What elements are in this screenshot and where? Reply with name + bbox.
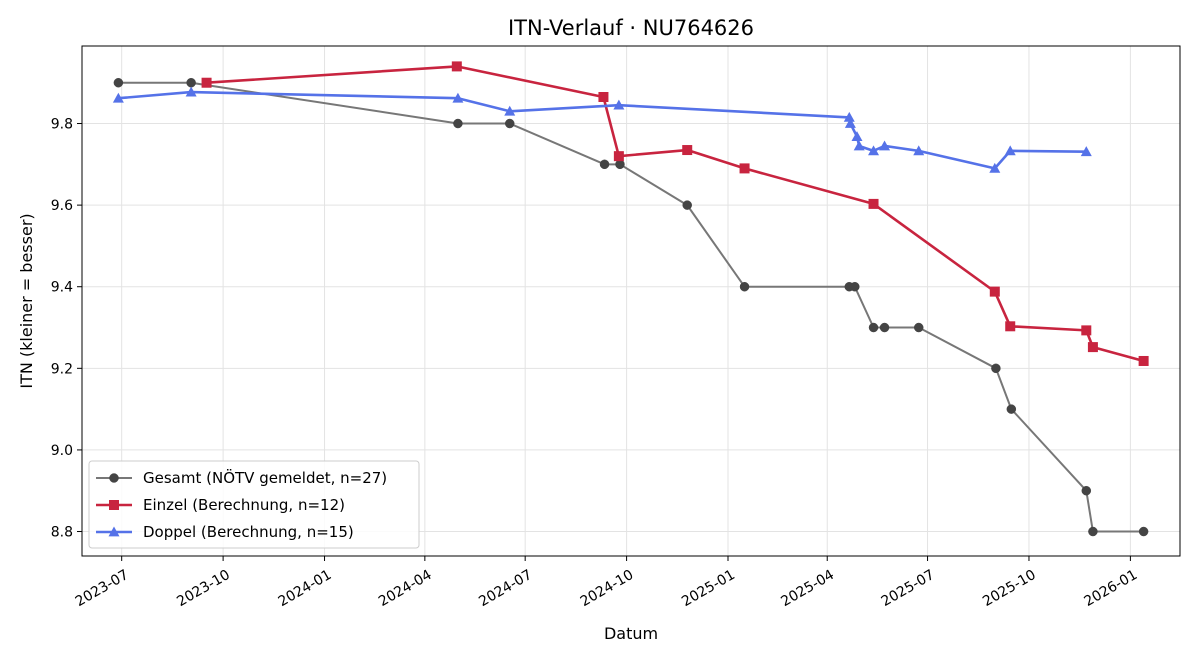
data-point (739, 281, 750, 292)
data-point (844, 118, 856, 128)
y-tick-label: 9.6 (51, 198, 73, 214)
data-point (850, 281, 860, 292)
data-point (851, 131, 863, 141)
data-point (1005, 321, 1016, 332)
data-point (991, 363, 1001, 374)
series-circle (113, 77, 1149, 537)
x-tick-label: 2024-01 (276, 567, 335, 610)
y-tick-label: 9.8 (51, 117, 73, 133)
legend-marker (108, 526, 120, 537)
x-tick-label: 2025-07 (879, 567, 938, 610)
data-point (185, 86, 197, 97)
data-point (1138, 526, 1149, 537)
data-point (879, 140, 891, 151)
data-point (868, 145, 880, 156)
data-point (504, 118, 515, 129)
data-point (615, 159, 625, 170)
series-triangle (112, 86, 1092, 173)
data-point (913, 322, 924, 333)
data-point (989, 162, 1001, 173)
legend-label: Einzel (Berechnung, n=12) (143, 496, 345, 514)
data-point (598, 92, 609, 102)
data-point (613, 99, 625, 110)
data-point (879, 322, 890, 333)
data-point (113, 77, 124, 88)
series-layer (112, 61, 1149, 537)
data-point (112, 92, 124, 103)
x-tick-label: 2023-10 (174, 567, 233, 610)
data-point (989, 286, 1000, 297)
legend-box (88, 460, 420, 549)
x-tick-label: 2024-10 (578, 567, 637, 610)
data-point (1088, 526, 1098, 537)
y-tick-label: 9.2 (51, 361, 73, 377)
legend-item: Doppel (Berechnung, n=15) (96, 523, 354, 541)
x-axis-ticks: 2023-07 2023-10 2024-01 2024-04 2024-07 2024-… (73, 556, 1140, 610)
grid-x (121, 46, 1131, 556)
x-tick-label: 2025-10 (980, 567, 1039, 610)
legend-item: Gesamt (NÖTV gemeldet, n=27) (96, 468, 387, 487)
data-point (868, 198, 879, 209)
x-tick-label: 2025-01 (679, 567, 738, 610)
y-axis-label: ITN (kleiner = besser) (17, 213, 36, 388)
data-point (1006, 404, 1017, 414)
y-tick-label: 9.4 (51, 280, 73, 296)
legend-marker (109, 500, 119, 510)
legend: Gesamt (NÖTV gemeldet, n=27) Einzel (Bere… (88, 460, 420, 549)
data-point (1081, 325, 1092, 336)
data-point (913, 145, 925, 156)
x-tick-label: 2023-07 (73, 567, 132, 610)
data-point (599, 159, 610, 170)
x-tick-label: 2024-04 (376, 567, 435, 610)
x-tick-label: 2024-07 (476, 567, 535, 610)
data-point (186, 77, 196, 88)
data-point (853, 140, 865, 151)
legend-label: Doppel (Berechnung, n=15) (143, 523, 354, 541)
data-point (613, 151, 624, 162)
series-square (201, 61, 1149, 366)
data-point (1087, 342, 1098, 353)
data-point (504, 105, 516, 116)
data-point (843, 111, 855, 122)
data-point (452, 92, 464, 103)
x-axis-label: Datum (604, 624, 658, 643)
y-tick-label: 8.8 (51, 525, 73, 541)
data-point (1138, 355, 1149, 366)
data-point (1080, 146, 1092, 157)
data-point (682, 200, 692, 210)
x-tick-label: 2026-01 (1082, 567, 1141, 610)
chart-title: ITN-Verlauf · NU764626 (508, 16, 754, 40)
legend-label: Gesamt (NÖTV gemeldet, n=27) (143, 468, 387, 487)
data-point (1004, 145, 1016, 156)
y-tick-label: 9.0 (51, 443, 73, 459)
data-point (682, 145, 693, 156)
legend-marker (109, 473, 119, 483)
legend-item: Einzel (Berechnung, n=12) (96, 496, 345, 514)
data-point (739, 163, 750, 174)
data-point (1081, 485, 1092, 496)
data-point (201, 77, 212, 88)
data-point (453, 118, 463, 129)
y-axis-ticks: 8.8 9.0 9.2 9.4 9.6 9.8 (51, 117, 82, 541)
plot-frame (81, 45, 1181, 557)
x-tick-label: 2025-04 (778, 567, 837, 610)
data-point (451, 61, 462, 72)
data-point (868, 322, 879, 333)
